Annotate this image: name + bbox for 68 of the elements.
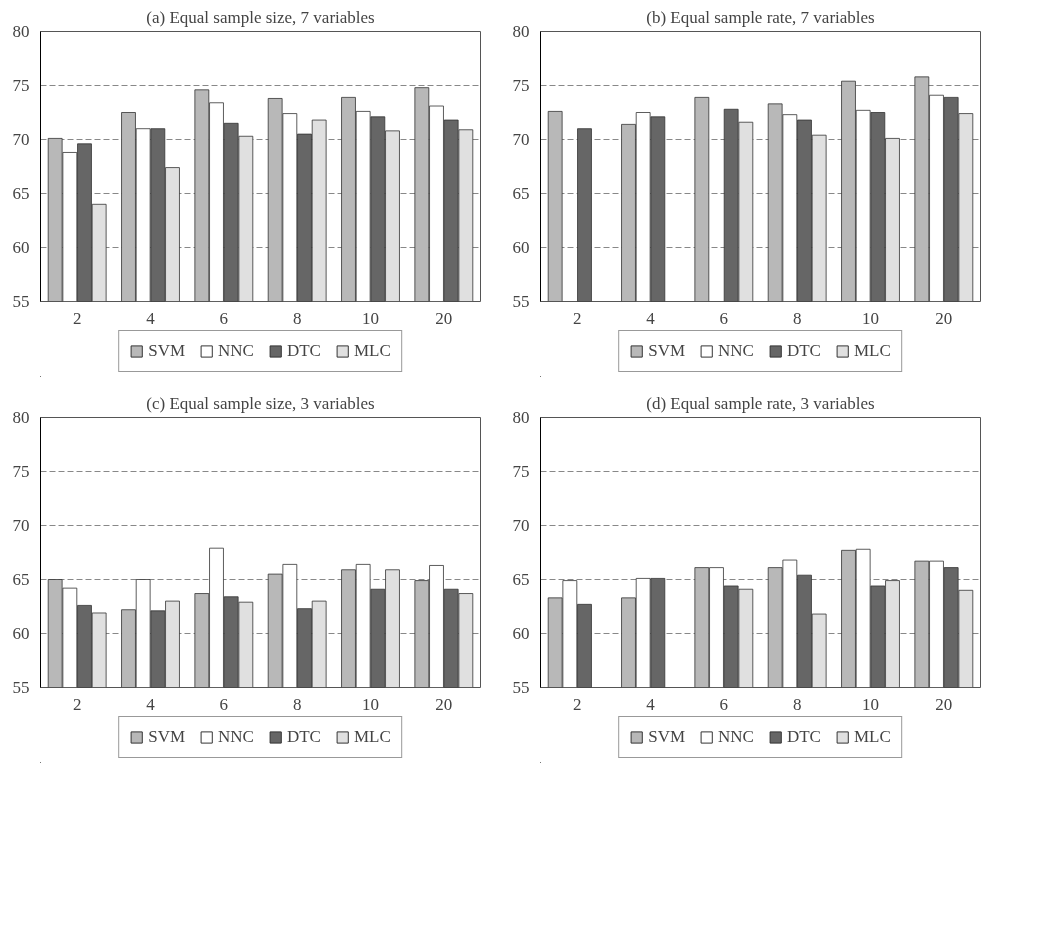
- legend-label: DTC: [286, 727, 321, 747]
- x-tick-label: 2: [572, 308, 582, 328]
- x-tick-label: 20: [435, 308, 453, 328]
- y-tick-label: 75: [512, 76, 530, 95]
- x-tick-label: 4: [646, 308, 656, 328]
- x-tick-label: 20: [935, 308, 953, 328]
- x-tick-label: 8: [292, 308, 302, 328]
- y-tick-label: 65: [12, 570, 30, 589]
- y-tick-label: 70: [512, 130, 530, 149]
- chart-title: (a) Equal sample size, 7 variables: [146, 7, 375, 27]
- chart-title: (d) Equal sample rate, 3 variables: [646, 393, 875, 413]
- legend-label: MLC: [353, 727, 391, 747]
- x-tick-label: 2: [72, 694, 82, 714]
- x-tick-label: 10: [862, 308, 879, 328]
- x-tick-label: 20: [935, 694, 953, 714]
- legend-label: SVM: [148, 341, 186, 361]
- x-tick-label: 8: [792, 694, 802, 714]
- legend-label: DTC: [286, 341, 321, 361]
- x-tick-label: 2: [72, 308, 82, 328]
- x-tick-label: 6: [719, 308, 729, 328]
- y-tick-label: 75: [12, 462, 30, 481]
- y-tick-label: 60: [12, 624, 30, 643]
- x-tick-label: 10: [362, 694, 379, 714]
- y-tick-label: 55: [512, 292, 530, 311]
- y-tick-label: 55: [512, 678, 530, 697]
- y-tick-label: 65: [512, 570, 530, 589]
- y-tick-label: 70: [12, 516, 30, 535]
- x-tick-label: 10: [362, 308, 379, 328]
- chart-title: (c) Equal sample size, 3 variables: [146, 393, 375, 413]
- legend-label: SVM: [648, 341, 686, 361]
- y-tick-label: 75: [12, 76, 30, 95]
- y-tick-label: 55: [12, 292, 30, 311]
- legend-label: MLC: [353, 341, 391, 361]
- x-tick-label: 4: [646, 694, 656, 714]
- x-tick-label: 20: [435, 694, 453, 714]
- y-tick-label: 55: [12, 678, 30, 697]
- x-tick-label: 8: [792, 308, 802, 328]
- legend-label: SVM: [648, 727, 686, 747]
- y-tick-label: 65: [512, 184, 530, 203]
- legend-label: NNC: [718, 341, 754, 361]
- x-tick-label: 6: [219, 308, 229, 328]
- y-tick-label: 65: [12, 184, 30, 203]
- legend-label: NNC: [718, 727, 754, 747]
- y-tick-label: 60: [512, 238, 530, 257]
- chart-title: (b) Equal sample rate, 7 variables: [646, 7, 875, 27]
- x-tick-label: 6: [719, 694, 729, 714]
- y-tick-label: 60: [12, 238, 30, 257]
- y-tick-label: 70: [512, 516, 530, 535]
- legend-label: NNC: [218, 341, 254, 361]
- y-tick-label: 80: [512, 408, 530, 427]
- y-tick-label: 70: [12, 130, 30, 149]
- x-tick-label: 10: [862, 694, 879, 714]
- legend-label: MLC: [853, 341, 891, 361]
- x-tick-label: 6: [219, 694, 229, 714]
- legend-label: DTC: [786, 727, 821, 747]
- x-tick-label: 4: [146, 308, 156, 328]
- x-tick-label: 8: [292, 694, 302, 714]
- y-tick-label: 80: [12, 22, 30, 41]
- legend-label: NNC: [218, 727, 254, 747]
- legend-label: SVM: [148, 727, 186, 747]
- y-tick-label: 80: [12, 408, 30, 427]
- legend-label: MLC: [853, 727, 891, 747]
- y-tick-label: 60: [512, 624, 530, 643]
- x-tick-label: 4: [146, 694, 156, 714]
- y-tick-label: 80: [512, 22, 530, 41]
- x-tick-label: 2: [572, 694, 582, 714]
- y-tick-label: 75: [512, 462, 530, 481]
- legend-label: DTC: [786, 341, 821, 361]
